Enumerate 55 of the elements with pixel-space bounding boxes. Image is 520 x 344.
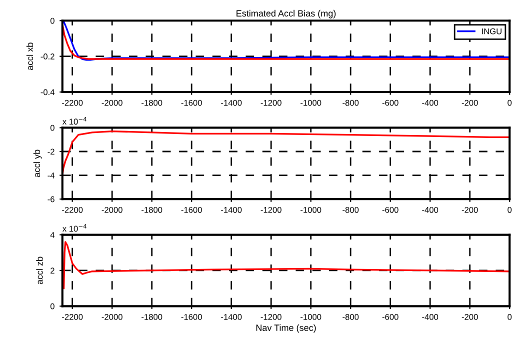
x-tick-label: -2000 xyxy=(102,206,122,213)
chart-title: Estimated Accl Bias (mg) xyxy=(236,10,336,18)
text: x 10$^{−4}$ xyxy=(62,117,87,125)
x-tick-label: -1000 xyxy=(300,314,322,320)
x-tick-label: -2200 xyxy=(62,100,83,106)
y-tick-label: 4 xyxy=(50,232,55,238)
x-tick-label: 0 xyxy=(508,206,512,213)
x-tick-label: -400 xyxy=(422,314,438,320)
x-tick-label: -1000 xyxy=(300,206,322,213)
x-tick-label: -1800 xyxy=(142,314,162,320)
x-tick-label: -1800 xyxy=(142,100,162,106)
x-tick-label: 0 xyxy=(508,314,512,320)
x-tick-label: -1600 xyxy=(181,314,202,320)
text: x 10$^{−4}$ xyxy=(62,224,87,232)
x-tick-label: -600 xyxy=(382,100,398,106)
x-tick-label: -600 xyxy=(382,206,398,213)
y-axis-title: accl xb xyxy=(26,42,34,70)
x-tick-label: -200 xyxy=(462,206,478,213)
x-tick-label: -600 xyxy=(382,314,398,320)
y-axis-title: accl zb xyxy=(36,256,43,284)
y-tick-label: 2 xyxy=(50,268,54,274)
x-tick-label: -1200 xyxy=(260,100,282,106)
x-tick-label: -2200 xyxy=(62,206,83,213)
x-tick-label: -800 xyxy=(342,100,359,106)
x-tick-label: -400 xyxy=(422,100,438,106)
y-tick-label: -6 xyxy=(48,196,54,202)
x-axis-title: Nav Time (sec) xyxy=(256,324,316,333)
y-tick-label: 0 xyxy=(50,18,54,24)
y-tick-label: -2 xyxy=(48,148,54,155)
x-tick-label: -400 xyxy=(422,206,438,213)
y-tick-label: -4 xyxy=(48,172,55,178)
x-tick-label: -1200 xyxy=(260,314,282,320)
x-tick-label: -2200 xyxy=(62,314,83,320)
y-axis-title: accl yb xyxy=(33,150,42,178)
x-tick-label: -1800 xyxy=(142,206,162,213)
x-tick-label: -1600 xyxy=(181,206,202,213)
x-tick-label: -2000 xyxy=(102,314,122,320)
x-tick-label: -1400 xyxy=(221,314,242,320)
x-tick-label: 0 xyxy=(508,100,512,106)
x-tick-label: -2000 xyxy=(102,100,122,106)
x-tick-label: -1400 xyxy=(221,100,242,106)
x-tick-label: -200 xyxy=(462,100,478,106)
legend-label: INGU xyxy=(482,28,502,34)
x-tick-label: -1200 xyxy=(260,206,282,213)
x-tick-label: -200 xyxy=(462,314,478,320)
y-tick-label: -0.2 xyxy=(40,54,54,60)
x-tick-label: -1000 xyxy=(300,100,322,106)
y-tick-label: -0.4 xyxy=(40,89,55,96)
x-tick-label: -800 xyxy=(342,206,359,213)
x-tick-label: -1600 xyxy=(181,100,202,106)
y-tick-label: 0 xyxy=(50,124,54,131)
x-tick-label: -800 xyxy=(342,314,359,320)
line-series xyxy=(62,241,510,290)
x-tick-label: -1400 xyxy=(221,206,242,213)
y-tick-label: 0 xyxy=(50,303,54,310)
